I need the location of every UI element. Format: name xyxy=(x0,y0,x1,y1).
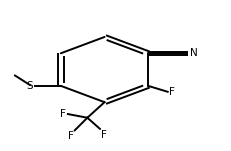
Text: F: F xyxy=(169,87,174,97)
Text: F: F xyxy=(67,131,73,141)
Text: F: F xyxy=(60,109,66,119)
Text: S: S xyxy=(26,81,33,91)
Text: N: N xyxy=(189,48,197,58)
Text: F: F xyxy=(101,130,106,140)
